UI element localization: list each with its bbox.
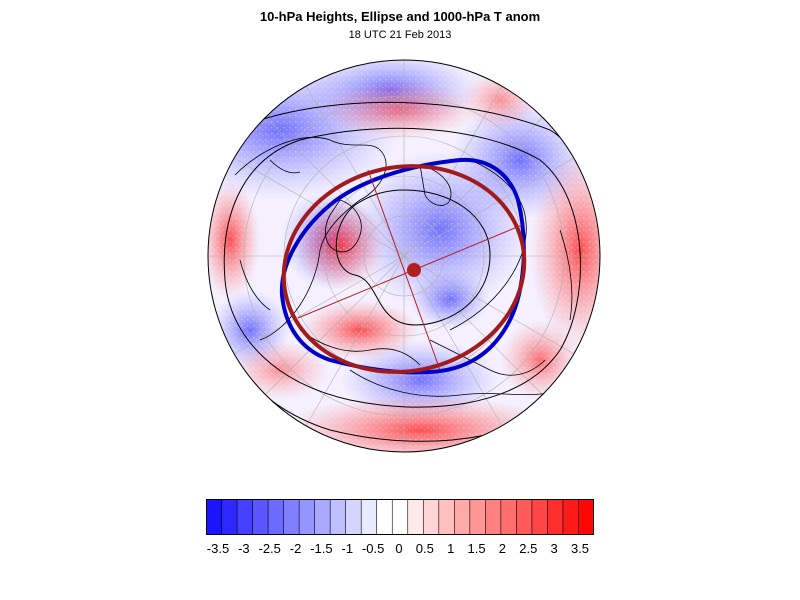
colorbar-swatch: [252, 499, 269, 535]
colorbar-tick-label: 2: [498, 541, 507, 556]
colorbar-tick-label: -3.5: [206, 541, 230, 556]
colorbar-swatch: [360, 499, 378, 535]
colorbar-tick-label: 1: [447, 541, 455, 556]
colorbar-swatch: [329, 499, 347, 535]
colorbar-swatch: [531, 499, 549, 535]
colorbar-swatch: [469, 499, 486, 535]
colorbar-swatch: [298, 499, 316, 535]
colorbar-tick-label: 2.5: [519, 541, 538, 556]
chart-title: 10-hPa Heights, Ellipse and 1000-hPa T a…: [259, 9, 541, 24]
colorbar-swatch: [236, 499, 254, 535]
colorbar-swatch: [547, 499, 564, 535]
globe-outline: [207, 59, 601, 453]
color-scale-labels: -3.5 -3 -2.5 -2 -1.5 -1 -0.5 0 0.5 1 1.5 2 2.5 3 3.5: [0, 541, 800, 561]
colorbar-swatch: [516, 499, 533, 535]
colorbar-swatch: [422, 499, 440, 535]
colorbar-tick-label: 3.5: [570, 541, 590, 556]
colorbar-border: [206, 499, 594, 535]
colorbar-tick-label: -0.5: [361, 541, 385, 556]
colorbar-swatch: [314, 499, 331, 535]
colorbar-swatch: [438, 499, 455, 535]
colorbar-swatch: [345, 499, 362, 535]
colorbar-swatch: [267, 499, 285, 535]
temperature-anomaly-field: [208, 60, 600, 452]
colorbar-tick-label: 0: [395, 541, 403, 556]
colorbar-swatch: [407, 499, 424, 535]
colorbar-tick-label: 0.5: [415, 541, 434, 556]
colorbar-tick-label: 3: [550, 541, 558, 556]
colorbar-tick-label: 1.5: [467, 541, 486, 556]
colorbar-tick-label: -1: [341, 541, 354, 556]
colorbar-swatch: [562, 499, 580, 535]
colorbar-swatch: [485, 499, 502, 535]
colorbar-tick-label: -2: [289, 541, 302, 556]
colorbar-tick-label: -3: [238, 541, 250, 556]
vortex-ellipse: [281, 164, 527, 374]
colorbar-swatch: [283, 499, 300, 535]
colorbar-swatch: [391, 499, 409, 535]
colorbar-tick-label: -2.5: [258, 541, 281, 556]
coastlines: [234, 136, 573, 397]
colorbar-swatch: [578, 499, 594, 535]
colorbar-tick-label: -1.5: [310, 541, 333, 556]
polar-vortex-edge-contour: [279, 157, 526, 375]
color-scale-bar: [206, 499, 594, 535]
ellipse-center-marker: [407, 263, 421, 277]
chart-subtitle: 18 UTC 21 Feb 2013: [348, 29, 452, 41]
colorbar-swatch: [454, 499, 471, 535]
colorbar-swatch: [221, 499, 238, 535]
colorbar-swatch: [376, 499, 393, 535]
graticule: [208, 60, 600, 452]
colorbar-swatch: [206, 499, 223, 535]
colorbar-swatch: [500, 499, 518, 535]
